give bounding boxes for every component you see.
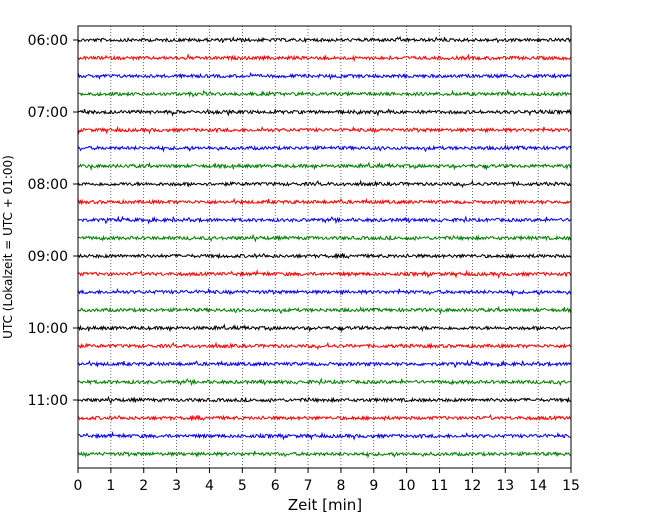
trace-line (77, 268, 572, 279)
trace-line (77, 359, 572, 369)
trace-line (77, 414, 572, 422)
trace-line (77, 72, 572, 81)
x-tick-label: 9 (369, 478, 378, 494)
plot-frame (77, 25, 572, 469)
x-tick-label: 4 (205, 478, 214, 494)
trace-line (77, 395, 572, 405)
x-tick-label: 7 (304, 478, 313, 494)
x-tick-label: 3 (172, 478, 181, 494)
x-tick-label: 6 (271, 478, 280, 494)
x-tick-label: 2 (139, 478, 148, 494)
y-tick-label: 10:00 (28, 321, 68, 337)
trace-line (77, 36, 572, 44)
trace-line (77, 161, 572, 171)
y-tick-label: 09:00 (28, 249, 68, 265)
trace-line (77, 377, 572, 387)
trace-line (77, 53, 572, 63)
x-tick-label: 12 (463, 478, 481, 494)
trace-line (77, 197, 572, 206)
x-axis: 0 1 2 3 4 5 6 7 8 9 10 11 12 13 14 15 (74, 468, 580, 494)
x-tick-label: 11 (431, 478, 449, 494)
x-tick-label: 0 (74, 478, 83, 494)
trace-line (77, 430, 572, 441)
trace-line (77, 88, 572, 98)
y-tick-label: 11:00 (28, 393, 68, 409)
x-tick-label: 13 (496, 478, 514, 494)
trace-line (77, 287, 572, 297)
trace-line (77, 450, 572, 459)
trace-line (77, 179, 572, 189)
trace-line (77, 305, 572, 315)
x-tick-label: 15 (562, 478, 580, 494)
x-tick-label: 1 (106, 478, 115, 494)
trace-line (77, 108, 572, 117)
x-tick-label: 8 (336, 478, 345, 494)
x-tick-label: 14 (529, 478, 547, 494)
trace-line (77, 233, 572, 243)
trace-line (77, 215, 572, 225)
trace-line (77, 143, 572, 153)
x-axis-label: Zeit [min] (288, 496, 362, 514)
y-tick-label: 08:00 (28, 177, 68, 193)
y-axis-label: UTC (Lokalzeit = UTC + 01:00) (1, 155, 15, 339)
x-tick-label: 5 (238, 478, 247, 494)
x-tick-label: 10 (398, 478, 416, 494)
trace-line (77, 125, 572, 135)
y-tick-label: 07:00 (28, 105, 68, 121)
trace-line (77, 252, 572, 260)
y-tick-label: 06:00 (28, 33, 68, 49)
trace-line (77, 341, 572, 351)
seismic-traces (77, 36, 572, 459)
y-axis: 06:00 07:00 08:00 09:00 10:00 11:00 (28, 33, 78, 409)
trace-line (77, 323, 572, 333)
